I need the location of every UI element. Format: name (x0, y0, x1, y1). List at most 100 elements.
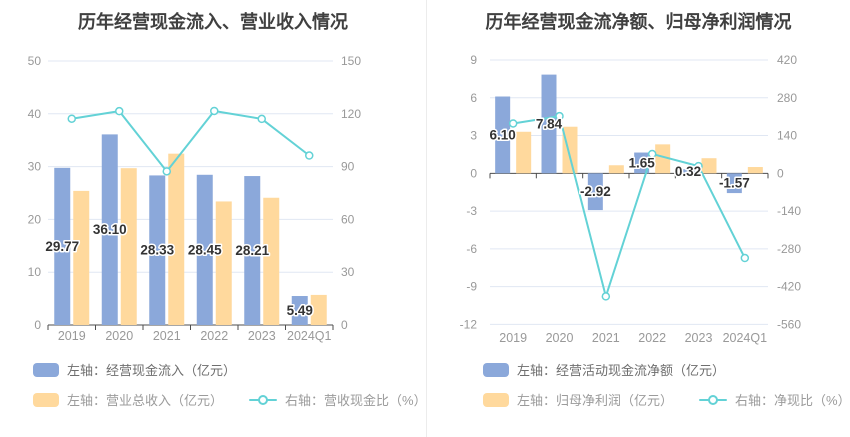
line-marker[interactable] (257, 114, 266, 124)
x-axis-label: 2021 (153, 329, 181, 343)
bar-segment[interactable] (608, 165, 624, 174)
legend-label: 右轴：营收现金比（%） (285, 393, 427, 408)
legend-item-net-cash-ratio[interactable]: 右轴：净现比（%） (699, 390, 850, 409)
left-axis-tick-label: 40 (28, 107, 42, 121)
line-marker[interactable] (601, 292, 611, 301)
x-axis-label: 2020 (546, 331, 574, 345)
blue-bar-swatch-icon (33, 362, 59, 377)
bar-segment[interactable] (516, 131, 532, 174)
bar-segment[interactable] (73, 190, 90, 325)
bar-segment[interactable] (495, 96, 511, 174)
bar-segment[interactable] (310, 294, 327, 325)
chart-title: 历年经营现金流入、营业收入情况 (78, 12, 348, 32)
x-axis-label: 2019 (58, 329, 86, 343)
legend-item-net-operating-cashflow[interactable]: 左轴：经营活动现金流净额（亿元） (483, 360, 725, 379)
bar-value-label: 5.49 (287, 303, 313, 318)
bar-segment[interactable] (587, 173, 603, 211)
right-axis-tick-label: 280 (777, 91, 797, 105)
bar-segment[interactable] (634, 152, 650, 174)
x-axis-label: 2024Q1 (287, 329, 332, 343)
trend-line (70, 109, 311, 173)
bar-segment[interactable] (54, 167, 71, 325)
line-marker[interactable] (305, 151, 314, 160)
right-axis-tick-label: -560 (777, 317, 801, 331)
line-series-symbol-icon (699, 393, 728, 407)
line-marker[interactable] (115, 106, 124, 116)
left-axis-tick-label: -12 (460, 317, 478, 331)
trend-line (512, 115, 746, 298)
legend-item-cash-inflow[interactable]: 左轴：经营现金流入（亿元） (33, 360, 236, 379)
bar-segment[interactable] (291, 296, 308, 325)
legend-row: 左轴：营业总收入（亿元） 右轴：营收现金比（%） (33, 390, 427, 409)
x-axis-label: 2020 (105, 329, 133, 343)
bar-segment[interactable] (680, 169, 696, 174)
bar-segment[interactable] (541, 74, 557, 174)
right-axis-tick-label: 120 (341, 107, 361, 121)
right-axis-tick-label: -280 (777, 242, 801, 256)
bar-value-label: 28.45 (188, 242, 222, 257)
bar-segment[interactable] (149, 175, 166, 325)
net-cashflow-profit-chart-panel: 历年经营现金流净额、归母净利润情况 9 420 6 280 3 140 0 0 -3 -140 -6… (426, 0, 850, 437)
bar-value-label: 6.10 (490, 127, 516, 142)
line-marker[interactable] (694, 161, 703, 171)
x-axis-label: 2023 (248, 329, 276, 343)
left-axis-tick-label: -3 (466, 204, 477, 218)
cash-inflow-revenue-chart-canvas[interactable]: 50 150 40 120 30 90 20 60 10 30 0 0 2019 2020 2021 2022… (0, 0, 426, 352)
bar-segment[interactable] (168, 153, 185, 325)
bar-segment[interactable] (244, 176, 261, 325)
bar-value-label: 7.84 (536, 116, 563, 131)
bar-segment[interactable] (215, 201, 232, 325)
legend-row: 左轴：经营活动现金流净额（亿元） (483, 360, 850, 379)
bar-value-label: -2.92 (580, 184, 611, 199)
net-cashflow-profit-chart-canvas[interactable]: 9 420 6 280 3 140 0 0 -3 -140 -6 -280 -9 -420 -12 -560 2… (427, 0, 850, 352)
x-axis-label: 2019 (499, 331, 527, 345)
left-axis-tick-label: 0 (34, 318, 41, 332)
line-marker[interactable] (647, 149, 657, 159)
legend-item-net-profit[interactable]: 左轴：归母净利润（亿元） (483, 390, 673, 409)
bar-value-label: 36.10 (93, 222, 127, 237)
legend-item-total-revenue[interactable]: 左轴：营业总收入（亿元） (33, 390, 223, 409)
orange-bar-swatch-icon (483, 392, 509, 407)
legend-item-revenue-cash-ratio[interactable]: 右轴：营收现金比（%） (249, 390, 427, 409)
bar-segment[interactable] (120, 168, 137, 325)
blue-bar-swatch-icon (483, 362, 509, 377)
x-axis-label: 2024Q1 (723, 331, 768, 345)
line-marker[interactable] (740, 253, 750, 263)
bar-value-label: 0.32 (675, 164, 701, 179)
line-marker[interactable] (210, 106, 219, 116)
left-axis-tick-label: -9 (466, 280, 477, 294)
bar-segment[interactable] (562, 126, 578, 174)
legend-label: 左轴：经营现金流入（亿元） (67, 363, 237, 378)
bar-segment[interactable] (747, 167, 763, 174)
right-axis-tick-label: 140 (777, 129, 797, 143)
chart-legend: 左轴：经营活动现金流净额（亿元） 左轴：归母净利润（亿元） 右轴：净现比（%） (483, 360, 850, 409)
line-series-symbol-icon (249, 393, 278, 407)
left-axis-tick-label: 20 (28, 212, 42, 226)
left-axis-tick-label: 3 (470, 129, 477, 143)
line-marker[interactable] (67, 114, 76, 123)
right-axis-tick-label: 30 (341, 265, 355, 279)
right-axis-tick-label: 60 (341, 212, 355, 226)
bar-segment[interactable] (263, 197, 280, 325)
bar-segment[interactable] (655, 144, 671, 174)
bar-segment[interactable] (726, 173, 742, 194)
bar-value-label: -1.57 (719, 176, 750, 191)
bar-segment[interactable] (196, 174, 213, 325)
right-axis-tick-label: 0 (341, 318, 348, 332)
left-axis-tick-label: 50 (28, 54, 42, 68)
bar-value-label: 1.65 (629, 155, 656, 170)
line-marker[interactable] (508, 119, 518, 128)
left-axis-tick-label: 9 (470, 53, 477, 67)
legend-row: 左轴：经营现金流入（亿元） (33, 360, 427, 379)
cash-inflow-revenue-chart-panel: 历年经营现金流入、营业收入情况 50 150 40 120 30 90 20 60 10 30 0 0… (0, 0, 427, 409)
right-axis-tick-label: 0 (777, 166, 784, 180)
legend-label: 左轴：经营活动现金流净额（亿元） (517, 363, 726, 378)
right-axis-tick-label: 150 (341, 54, 361, 68)
bar-segment[interactable] (101, 134, 118, 325)
line-marker[interactable] (162, 167, 171, 176)
line-marker[interactable] (555, 111, 564, 121)
legend-label: 右轴：净现比（%） (735, 393, 850, 408)
chart-title: 历年经营现金流净额、归母净利润情况 (485, 12, 792, 32)
bar-segment[interactable] (701, 158, 717, 174)
left-axis-tick-label: 10 (28, 265, 42, 279)
